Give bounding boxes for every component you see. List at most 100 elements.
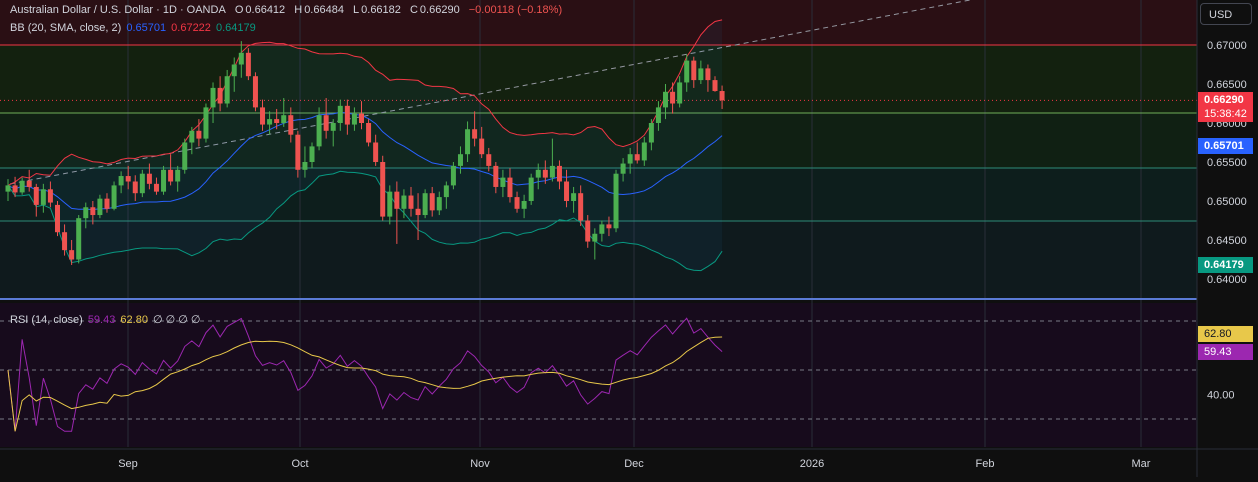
low-value: 0.66182 xyxy=(361,4,401,16)
bb-label[interactable]: BB (20, SMA, close, 2) xyxy=(10,22,122,34)
candle-body xyxy=(387,191,393,217)
bb-upper-line xyxy=(7,19,723,186)
price-tick-label: 0.64000 xyxy=(1207,274,1247,286)
candle-body xyxy=(359,113,364,123)
currency-button[interactable]: USD xyxy=(1200,3,1252,25)
candle-body xyxy=(585,220,591,242)
bb-basis-tag-text: 0.65701 xyxy=(1204,140,1244,152)
candle-body xyxy=(69,250,75,260)
rsi-label[interactable]: RSI (14, close) xyxy=(10,314,83,326)
candle-body xyxy=(12,185,18,193)
candle-body xyxy=(231,64,237,77)
candle-body xyxy=(132,181,138,194)
candle-body xyxy=(196,130,202,139)
zone-top xyxy=(0,0,1197,45)
bb-legend: BB (20, SMA, close, 2) 0.65701 0.67222 0… xyxy=(10,22,258,34)
rsi-extra-values: ∅ ∅ ∅ ∅ xyxy=(153,314,201,326)
zone-bottom xyxy=(0,221,1197,299)
candle-body xyxy=(500,177,506,187)
candle-body xyxy=(161,169,167,192)
candle-body xyxy=(47,189,53,203)
candle-body xyxy=(655,107,661,123)
candle-body xyxy=(217,87,223,104)
bb-basis-line xyxy=(7,111,723,211)
candle-body xyxy=(578,193,584,221)
candle-body xyxy=(267,119,273,125)
bb-lower-tag-text: 0.64179 xyxy=(1204,259,1244,271)
candle-body xyxy=(182,142,188,170)
candle-body xyxy=(380,162,386,217)
candle-body xyxy=(54,204,60,233)
candle-body xyxy=(677,82,683,104)
time-tick-label: Oct xyxy=(291,458,308,470)
candle-body xyxy=(599,224,605,234)
candle-body xyxy=(366,123,372,143)
candle-body xyxy=(486,154,492,166)
candle-body xyxy=(104,198,110,209)
price-tick-label: 0.67000 xyxy=(1207,40,1247,52)
candle-body xyxy=(634,154,640,161)
candle-body xyxy=(521,201,527,209)
rsi-tag-text: 59.43 xyxy=(1204,346,1232,358)
candle-body xyxy=(90,207,96,216)
candle-body xyxy=(556,165,562,182)
time-tick-label: Feb xyxy=(976,458,995,470)
candle-body xyxy=(323,115,329,131)
candle-body xyxy=(288,115,294,135)
last-price-tag: 0.66290 15:38:42 xyxy=(1198,92,1253,122)
time-tick-label: Nov xyxy=(470,458,490,470)
candle-body xyxy=(203,107,209,139)
candle-body xyxy=(719,91,725,101)
candle-body xyxy=(663,91,669,108)
rsi-ma-value: 62.80 xyxy=(120,314,148,326)
candle-body xyxy=(465,129,471,155)
rsi-bg xyxy=(0,303,1197,447)
candle-body xyxy=(394,191,400,209)
candle-body xyxy=(309,146,315,162)
candle-body xyxy=(344,105,350,125)
bb-basis-tag: 0.65701 xyxy=(1198,138,1253,154)
countdown-value: 15:38:42 xyxy=(1204,108,1247,120)
candle-body xyxy=(514,197,520,209)
rsi-tag: 59.43 xyxy=(1198,344,1253,360)
candle-body xyxy=(648,123,654,143)
candle-body xyxy=(698,68,704,81)
candle-body xyxy=(274,119,280,123)
candle-body xyxy=(252,76,258,108)
candle-body xyxy=(153,183,159,192)
candle-body xyxy=(189,130,195,143)
candle-body xyxy=(146,173,152,184)
candle-body xyxy=(429,193,435,211)
candle-body xyxy=(620,163,626,174)
candle-body xyxy=(302,162,308,170)
bb-lower-value: 0.64179 xyxy=(215,22,256,34)
candle-body xyxy=(528,177,534,201)
price-tick-label: 0.65500 xyxy=(1207,157,1247,169)
rsi-ma-tag-text: 62.80 xyxy=(1204,328,1232,340)
candle-body xyxy=(111,185,117,209)
low-label: L xyxy=(353,4,360,16)
candle-body xyxy=(224,76,230,104)
rsi-line xyxy=(7,317,723,432)
last-price-value: 0.66290 xyxy=(1204,94,1244,106)
bb-fill xyxy=(8,19,723,271)
price-tick-label: 0.66500 xyxy=(1207,79,1247,91)
candle-body xyxy=(564,181,570,201)
candle-body xyxy=(351,113,357,125)
symbol-name[interactable]: Australian Dollar / U.S. Dollar · 1D · O… xyxy=(10,4,226,16)
candle-body xyxy=(316,115,322,147)
candle-body xyxy=(415,208,421,216)
zone-mid xyxy=(0,113,1197,168)
candle-body xyxy=(705,68,711,81)
candle-body xyxy=(627,154,633,164)
candle-body xyxy=(691,60,697,81)
candle-body xyxy=(592,233,598,242)
candle-body xyxy=(571,193,577,201)
rsi-ma-line xyxy=(7,336,723,432)
candle-body xyxy=(436,197,442,211)
price-tick-label: 0.64500 xyxy=(1207,235,1247,247)
candle-body xyxy=(443,185,449,198)
symbol-header: Australian Dollar / U.S. Dollar · 1D · O… xyxy=(10,4,564,16)
candle-body xyxy=(168,169,174,182)
